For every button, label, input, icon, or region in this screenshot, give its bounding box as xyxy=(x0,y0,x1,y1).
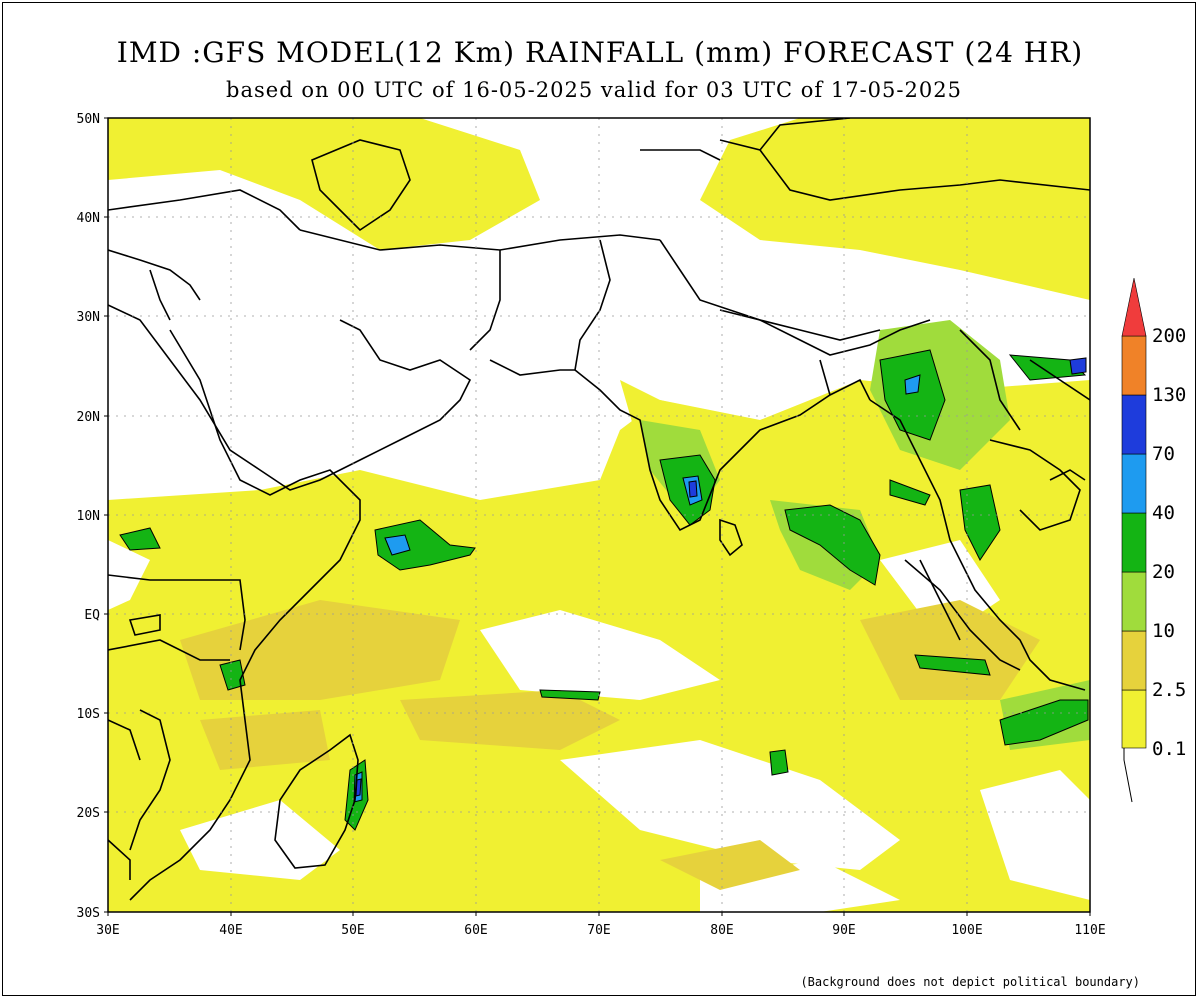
map-title: IMD :GFS MODEL(12 Km) RAINFALL (mm) FORE… xyxy=(116,36,1084,69)
legend-label: 200 xyxy=(1152,325,1186,347)
legend-label: 0.1 xyxy=(1152,738,1186,760)
legend-label: 20 xyxy=(1152,561,1175,583)
legend-arrow-top xyxy=(1121,277,1147,337)
lon-label: 30E xyxy=(96,923,119,938)
legend-swatch-70 xyxy=(1121,394,1147,455)
legend-label: 70 xyxy=(1152,443,1175,465)
legend-label: 10 xyxy=(1152,620,1175,642)
axis-ticks xyxy=(104,117,1091,916)
lon-label: 60E xyxy=(464,923,487,938)
lon-label: 40E xyxy=(219,923,242,938)
legend-label: 130 xyxy=(1152,384,1186,406)
lon-label: 70E xyxy=(587,923,610,938)
legend-swatch-130 xyxy=(1121,335,1147,396)
lon-label: 50E xyxy=(341,923,364,938)
coastlines xyxy=(108,118,1090,901)
latitude-labels: 50N 40N 30N 20N 10N EQ 10S 20S 30S xyxy=(77,112,101,921)
lat-label: 50N xyxy=(77,112,100,127)
lat-label: 20N xyxy=(77,410,100,425)
lat-label: 40N xyxy=(77,211,100,226)
footnote: (Background does not depict political bo… xyxy=(800,975,1140,989)
legend-swatch-40 xyxy=(1121,453,1147,514)
lat-label: 10N xyxy=(77,509,100,524)
legend-swatch-20 xyxy=(1121,512,1147,573)
legend-swatch-0.1 xyxy=(1121,689,1147,749)
longitude-labels: 30E 40E 50E 60E 70E 80E 90E 100E 110E xyxy=(96,923,1105,938)
lon-label: 100E xyxy=(951,923,982,938)
lat-label: EQ xyxy=(84,608,100,623)
map-subtitle: based on 00 UTC of 16-05-2025 valid for … xyxy=(226,78,962,102)
lon-label: 110E xyxy=(1074,923,1105,938)
legend-arrow-bottom xyxy=(1123,748,1133,803)
lat-label: 30S xyxy=(77,906,100,921)
lat-label: 20S xyxy=(77,806,100,821)
rain-moderate xyxy=(180,600,1040,890)
rain-70mm xyxy=(355,357,1087,797)
lon-label: 80E xyxy=(710,923,733,938)
legend-label: 40 xyxy=(1152,502,1175,524)
lat-label: 30N xyxy=(77,310,100,325)
color-legend: 0.1 2.5 10 20 40 70 130 200 xyxy=(1121,277,1186,803)
lat-label: 10S xyxy=(77,707,100,722)
legend-swatch-2.5 xyxy=(1121,630,1147,691)
legend-label: 2.5 xyxy=(1152,679,1186,701)
legend-swatch-10 xyxy=(1121,571,1147,632)
lon-label: 90E xyxy=(832,923,855,938)
